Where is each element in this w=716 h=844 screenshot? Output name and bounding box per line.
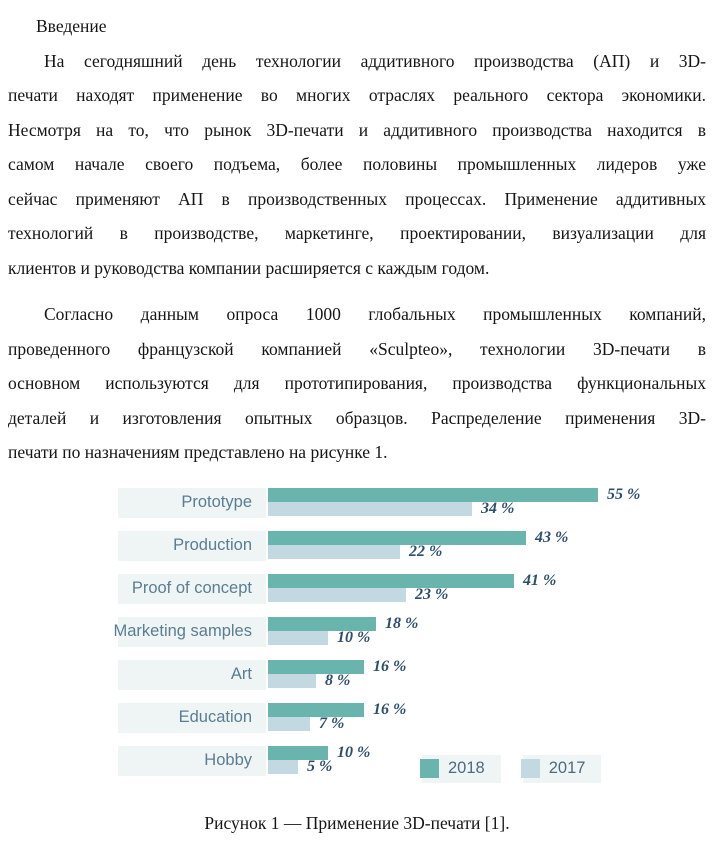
- paragraph-line: основном используются для прототипирован…: [8, 373, 706, 393]
- bar-2017: [268, 544, 400, 559]
- legend-swatch-2017: [520, 759, 540, 778]
- bar-2018: [268, 487, 598, 502]
- bar-line-2018: 55 %: [268, 485, 641, 503]
- bar-line-2018: 16 %: [268, 700, 407, 718]
- bar-line-2017: 22 %: [268, 542, 568, 560]
- bar-value-2017: 7 %: [319, 714, 345, 732]
- bar-2018: [268, 745, 328, 760]
- bar-value-2017: 34 %: [481, 499, 515, 517]
- bar-line-2017: 7 %: [268, 714, 406, 732]
- chart-row: Production 43 % 22 %: [8, 528, 706, 561]
- category-label-strip: Proof of concept: [118, 573, 266, 604]
- paragraph-line: Несмотря на то, что рынок 3D-печати и ад…: [8, 119, 706, 140]
- bar-group: 16 % 7 %: [268, 700, 407, 732]
- bar-line-2018: 41 %: [268, 571, 557, 589]
- bar-line-2017: 8 %: [268, 671, 406, 689]
- chart-row: Prototype 55 % 34 %: [8, 485, 706, 518]
- bar-value-2018: 16 %: [373, 700, 407, 718]
- paragraph-line: печати по назначениям представлено на ри…: [8, 442, 388, 462]
- chart-row: Marketing samples 18 % 10 %: [8, 614, 706, 647]
- bar-value-2018: 18 %: [385, 614, 419, 632]
- legend-label-2017: 2017: [548, 759, 586, 777]
- paragraph-line: сейчас применяют АП в производственных п…: [8, 188, 706, 209]
- bar-group: 18 % 10 %: [268, 614, 419, 646]
- legend-item-2017: 2017: [520, 754, 602, 783]
- paragraph-line: проведенного французской компанией «Scul…: [8, 338, 706, 359]
- chart-row: Proof of concept 41 % 23 %: [8, 571, 706, 604]
- paragraph-line: Согласно данным опроса 1000 глобальных п…: [44, 304, 706, 324]
- bar-2018: [268, 702, 364, 717]
- category-label-strip: Education: [118, 702, 266, 733]
- bar-2017: [268, 716, 310, 731]
- bar-2017: [268, 501, 472, 516]
- category-label-strip: Production: [118, 530, 266, 561]
- section-heading: Введение: [36, 16, 107, 36]
- category-label-strip: Art: [118, 659, 266, 690]
- bar-line-2017: 10 %: [268, 628, 418, 646]
- bar-group: 43 % 22 %: [268, 528, 569, 560]
- bar-value-2018: 41 %: [523, 571, 557, 589]
- bar-2017: [268, 759, 298, 774]
- bar-value-2017: 23 %: [415, 585, 449, 603]
- bar-2017: [268, 587, 406, 602]
- paragraph-2: Согласно данным опроса 1000 глобальных п…: [8, 297, 706, 470]
- chart-row: Education 16 % 7 %: [8, 700, 706, 733]
- category-label: Education: [178, 708, 252, 726]
- bar-value-2018: 16 %: [373, 657, 407, 675]
- bar-value-2017: 8 %: [325, 671, 351, 689]
- paragraph-line: На сегодняшний день технологии аддитивно…: [44, 50, 706, 71]
- category-label: Proof of concept: [131, 579, 252, 597]
- bar-2017: [268, 630, 328, 645]
- bar-line-2017: 23 %: [268, 585, 556, 603]
- bar-line-2018: 18 %: [268, 614, 419, 632]
- bar-2018: [268, 530, 526, 545]
- paragraph-line: печати находят применение во многих отра…: [8, 85, 706, 105]
- bar-chart-figure: Prototype 55 % 34 % Production 43 % 22 %: [8, 485, 706, 788]
- bar-2017: [268, 673, 316, 688]
- bar-2018: [268, 659, 364, 674]
- category-label: Art: [230, 665, 252, 683]
- category-label: Production: [173, 536, 252, 554]
- bar-line-2018: 10 %: [268, 743, 371, 761]
- figure-caption: Рисунок 1 — Применение 3D-печати [1].: [204, 812, 510, 833]
- bar-2018: [268, 573, 514, 588]
- paragraph-line: самом начале своего подъема, более полов…: [8, 154, 706, 174]
- paragraph-1: На сегодняшний день технологии аддитивно…: [8, 44, 706, 286]
- bar-value-2017: 10 %: [337, 628, 371, 646]
- legend-item-2018: 2018: [420, 754, 501, 783]
- chart-row: Art 16 % 8 %: [8, 657, 706, 690]
- bar-group: 10 % 5 %: [268, 743, 371, 775]
- paragraph-line: клиентов и руководства компании расширяе…: [8, 257, 490, 278]
- bar-value-2017: 5 %: [307, 757, 333, 775]
- category-label-strip: Marketing samples: [114, 616, 266, 647]
- bar-line-2018: 16 %: [268, 657, 407, 675]
- legend-label-2018: 2018: [448, 759, 485, 777]
- category-label: Prototype: [181, 493, 252, 511]
- bar-group: 41 % 23 %: [268, 571, 557, 603]
- paragraph-line: технологий в производстве, маркетинге, п…: [8, 223, 706, 243]
- category-label: Marketing samples: [113, 622, 252, 640]
- bar-line-2017: 34 %: [268, 499, 640, 517]
- chart-legend: 2018 2017: [420, 754, 602, 783]
- paragraph-line: деталей и изготовления опытных образцов.…: [8, 407, 706, 428]
- category-label-strip: Hobby: [118, 745, 266, 776]
- bar-line-2017: 5 %: [268, 757, 370, 775]
- bar-value-2018: 10 %: [337, 743, 371, 761]
- legend-swatch-2018: [420, 759, 439, 778]
- bar-value-2018: 55 %: [607, 485, 641, 503]
- chart-row: Hobby 10 % 5 %: [8, 743, 706, 776]
- category-label-strip: Prototype: [118, 487, 266, 518]
- bar-group: 16 % 8 %: [268, 657, 407, 689]
- bar-line-2018: 43 %: [268, 528, 569, 546]
- category-label: Hobby: [204, 751, 252, 769]
- bar-2018: [268, 616, 376, 631]
- bar-group: 55 % 34 %: [268, 485, 641, 517]
- bar-value-2017: 22 %: [409, 542, 443, 560]
- bar-value-2018: 43 %: [535, 528, 569, 546]
